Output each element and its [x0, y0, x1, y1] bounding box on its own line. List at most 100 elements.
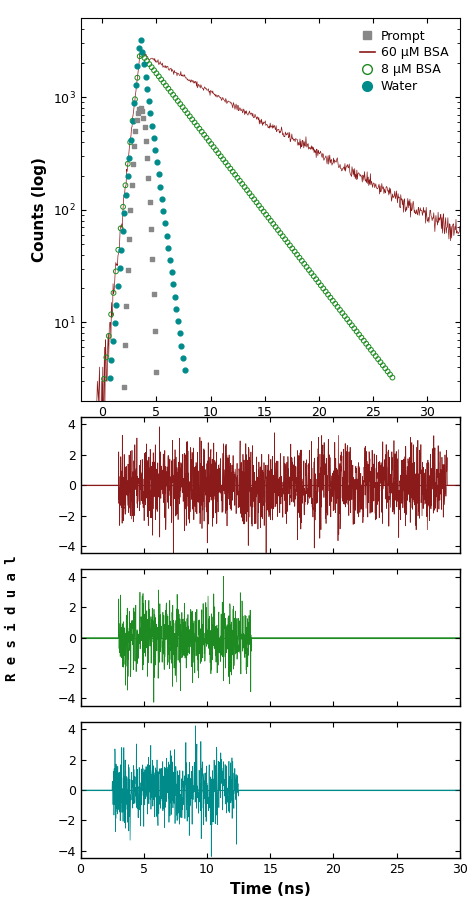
Point — [150, 286, 157, 301]
Point — [374, 352, 382, 366]
Point — [138, 45, 146, 60]
Point — [319, 281, 327, 295]
Point — [310, 269, 318, 283]
Point — [215, 146, 222, 161]
Point — [109, 285, 117, 300]
Point — [241, 180, 248, 195]
Point — [203, 130, 210, 145]
Point — [315, 275, 322, 290]
Point — [162, 78, 170, 93]
Point — [308, 266, 315, 281]
Point — [138, 103, 146, 118]
Point — [176, 97, 184, 112]
Point — [188, 112, 196, 126]
Point — [253, 195, 260, 210]
Point — [102, 350, 110, 365]
Point — [301, 257, 308, 271]
Point — [246, 186, 253, 200]
Point — [139, 110, 147, 125]
Point — [229, 164, 237, 179]
Point — [147, 222, 155, 236]
Point — [153, 155, 161, 170]
Point — [176, 326, 183, 341]
Point — [132, 124, 139, 138]
Point — [108, 353, 115, 367]
Point — [127, 132, 135, 147]
Point — [174, 93, 182, 108]
Point — [122, 187, 130, 202]
Point — [293, 247, 301, 262]
Point — [156, 179, 164, 194]
Point — [150, 63, 158, 78]
Point — [384, 364, 392, 378]
Point — [148, 60, 155, 75]
Point — [115, 243, 122, 258]
Point — [274, 222, 282, 237]
Point — [208, 137, 215, 151]
Point — [148, 252, 156, 267]
Point — [125, 232, 133, 246]
Point — [169, 277, 177, 292]
Point — [286, 238, 294, 253]
Point — [143, 150, 151, 165]
Point — [193, 118, 201, 133]
Point — [262, 208, 270, 222]
Point — [130, 138, 138, 153]
Point — [119, 224, 127, 239]
Point — [129, 114, 137, 129]
Point — [121, 206, 128, 221]
Point — [291, 245, 299, 259]
Point — [217, 149, 225, 163]
Text: R e s i d u a l: R e s i d u a l — [5, 556, 19, 681]
Point — [341, 308, 348, 323]
Point — [353, 324, 360, 339]
Point — [317, 278, 325, 293]
Point — [136, 49, 144, 64]
Point — [135, 41, 143, 55]
Point — [257, 201, 265, 216]
Point — [272, 220, 279, 234]
Point — [163, 228, 171, 243]
Point — [234, 171, 241, 186]
Point — [128, 178, 135, 193]
Point — [167, 84, 174, 99]
Point — [153, 366, 160, 380]
Point — [120, 379, 128, 394]
Point — [327, 290, 334, 305]
Point — [219, 152, 227, 167]
Point — [155, 167, 163, 182]
Point — [134, 70, 141, 85]
Point — [255, 198, 263, 213]
Point — [377, 354, 384, 369]
X-axis label: Time (ns): Time (ns) — [230, 425, 310, 439]
Point — [181, 363, 188, 378]
Point — [329, 294, 337, 308]
Point — [144, 81, 151, 96]
Point — [250, 192, 258, 207]
Point — [346, 315, 353, 330]
Point — [334, 299, 341, 314]
Point — [222, 155, 229, 170]
Point — [324, 287, 332, 302]
Legend: Prompt, 60 μM BSA, 8 μM BSA, Water: Prompt, 60 μM BSA, 8 μM BSA, Water — [355, 25, 454, 98]
Point — [171, 289, 179, 304]
Point — [338, 306, 346, 320]
Point — [269, 217, 277, 232]
Point — [129, 114, 137, 128]
X-axis label: Time (ns): Time (ns) — [230, 881, 310, 897]
Point — [183, 106, 191, 121]
Point — [118, 243, 125, 258]
Point — [276, 226, 284, 241]
Point — [386, 367, 394, 382]
Point — [141, 51, 148, 66]
Point — [227, 162, 234, 176]
Point — [153, 66, 160, 80]
Point — [157, 72, 165, 87]
Point — [137, 101, 145, 115]
Point — [158, 191, 165, 206]
Point — [138, 47, 146, 62]
Point — [142, 133, 150, 148]
Point — [119, 199, 127, 214]
Point — [134, 59, 141, 74]
Point — [122, 178, 129, 193]
